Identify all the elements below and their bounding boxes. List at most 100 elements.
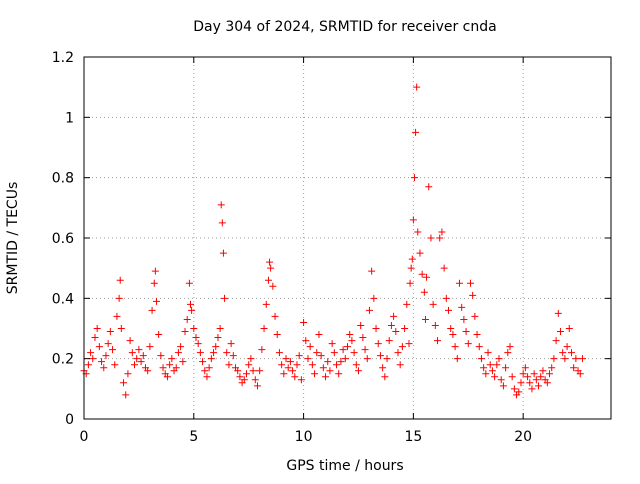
data-point-100 — [286, 358, 294, 366]
y-tick-label-1: 0.2 — [52, 352, 74, 368]
data-point-158 — [409, 216, 417, 224]
data-point-98 — [282, 355, 290, 363]
data-point-183 — [458, 303, 466, 311]
data-point-58 — [201, 367, 209, 375]
data-point-70 — [223, 349, 231, 357]
data-point-209 — [515, 388, 523, 396]
data-point-32 — [148, 306, 156, 314]
data-point-76 — [236, 373, 244, 381]
data-point-115 — [319, 364, 327, 372]
data-point-189 — [471, 312, 479, 320]
data-point-137 — [368, 267, 376, 275]
data-point-216 — [530, 370, 538, 378]
data-point-200 — [495, 355, 503, 363]
data-point-69 — [221, 294, 229, 302]
data-point-107 — [302, 337, 310, 345]
data-point-21 — [124, 370, 132, 378]
data-point-131 — [354, 367, 362, 375]
data-point-119 — [328, 340, 336, 348]
data-point-8 — [98, 358, 106, 366]
data-point-97 — [280, 370, 288, 378]
data-point-225 — [550, 355, 558, 363]
data-point-84 — [253, 382, 261, 390]
data-point-101 — [289, 367, 297, 375]
data-point-109 — [306, 343, 314, 351]
data-point-156 — [407, 264, 415, 272]
data-point-138 — [370, 294, 378, 302]
data-point-229 — [559, 349, 567, 357]
data-point-190 — [473, 331, 481, 339]
data-point-2 — [84, 361, 92, 369]
data-point-177 — [445, 306, 453, 314]
data-point-60 — [205, 364, 213, 372]
data-point-220 — [539, 367, 547, 375]
data-point-194 — [482, 370, 490, 378]
data-point-205 — [506, 343, 514, 351]
data-point-184 — [460, 315, 468, 323]
data-point-41 — [166, 361, 174, 369]
data-point-78 — [240, 376, 248, 384]
data-point-37 — [157, 352, 165, 360]
data-point-191 — [475, 343, 483, 351]
data-point-106 — [300, 318, 308, 326]
data-point-110 — [308, 361, 316, 369]
data-point-180 — [451, 343, 459, 351]
data-point-193 — [480, 364, 488, 372]
data-point-89 — [264, 276, 272, 284]
data-point-99 — [284, 364, 292, 372]
data-point-210 — [517, 379, 525, 387]
data-point-24 — [131, 361, 139, 369]
data-point-204 — [504, 349, 512, 357]
y-tick-label-4: 0.8 — [52, 171, 74, 187]
data-point-164 — [418, 270, 426, 278]
data-point-19 — [120, 379, 128, 387]
data-point-94 — [273, 331, 281, 339]
data-point-64 — [214, 334, 222, 342]
data-point-7 — [95, 343, 103, 351]
data-point-150 — [396, 361, 404, 369]
data-point-55 — [194, 340, 202, 348]
data-point-233 — [567, 349, 575, 357]
data-points — [80, 83, 586, 399]
data-point-178 — [447, 325, 455, 332]
x-tick-label-3: 15 — [404, 429, 422, 445]
data-point-195 — [484, 349, 492, 357]
data-point-201 — [497, 376, 505, 384]
data-point-129 — [350, 349, 358, 357]
data-point-117 — [324, 358, 332, 366]
data-point-103 — [293, 361, 301, 369]
data-point-128 — [348, 337, 356, 345]
data-point-203 — [502, 364, 510, 372]
data-point-102 — [291, 373, 299, 381]
data-point-51 — [186, 300, 194, 308]
data-point-72 — [227, 340, 235, 348]
data-point-135 — [363, 355, 371, 363]
data-point-105 — [297, 376, 305, 384]
data-point-71 — [225, 361, 233, 369]
data-point-88 — [262, 300, 270, 308]
data-point-163 — [416, 249, 424, 257]
data-point-148 — [392, 328, 400, 336]
data-point-197 — [488, 367, 496, 375]
data-point-159 — [410, 174, 418, 182]
data-point-16 — [115, 294, 123, 302]
data-point-234 — [570, 364, 578, 372]
y-tick-label-0: 0 — [65, 412, 74, 428]
data-point-130 — [352, 361, 360, 369]
data-point-173 — [436, 234, 444, 242]
data-point-90 — [266, 258, 274, 266]
data-point-132 — [357, 321, 365, 329]
data-point-17 — [116, 276, 124, 284]
data-point-45 — [174, 349, 182, 357]
data-point-3 — [87, 349, 95, 357]
data-point-27 — [137, 358, 145, 366]
data-point-187 — [466, 279, 474, 287]
data-point-108 — [304, 355, 312, 363]
data-point-126 — [344, 343, 351, 351]
data-point-96 — [278, 361, 286, 369]
y-axis-label: SRMTID / TECUs — [5, 182, 21, 295]
data-point-116 — [322, 373, 330, 381]
data-point-12 — [106, 328, 114, 336]
